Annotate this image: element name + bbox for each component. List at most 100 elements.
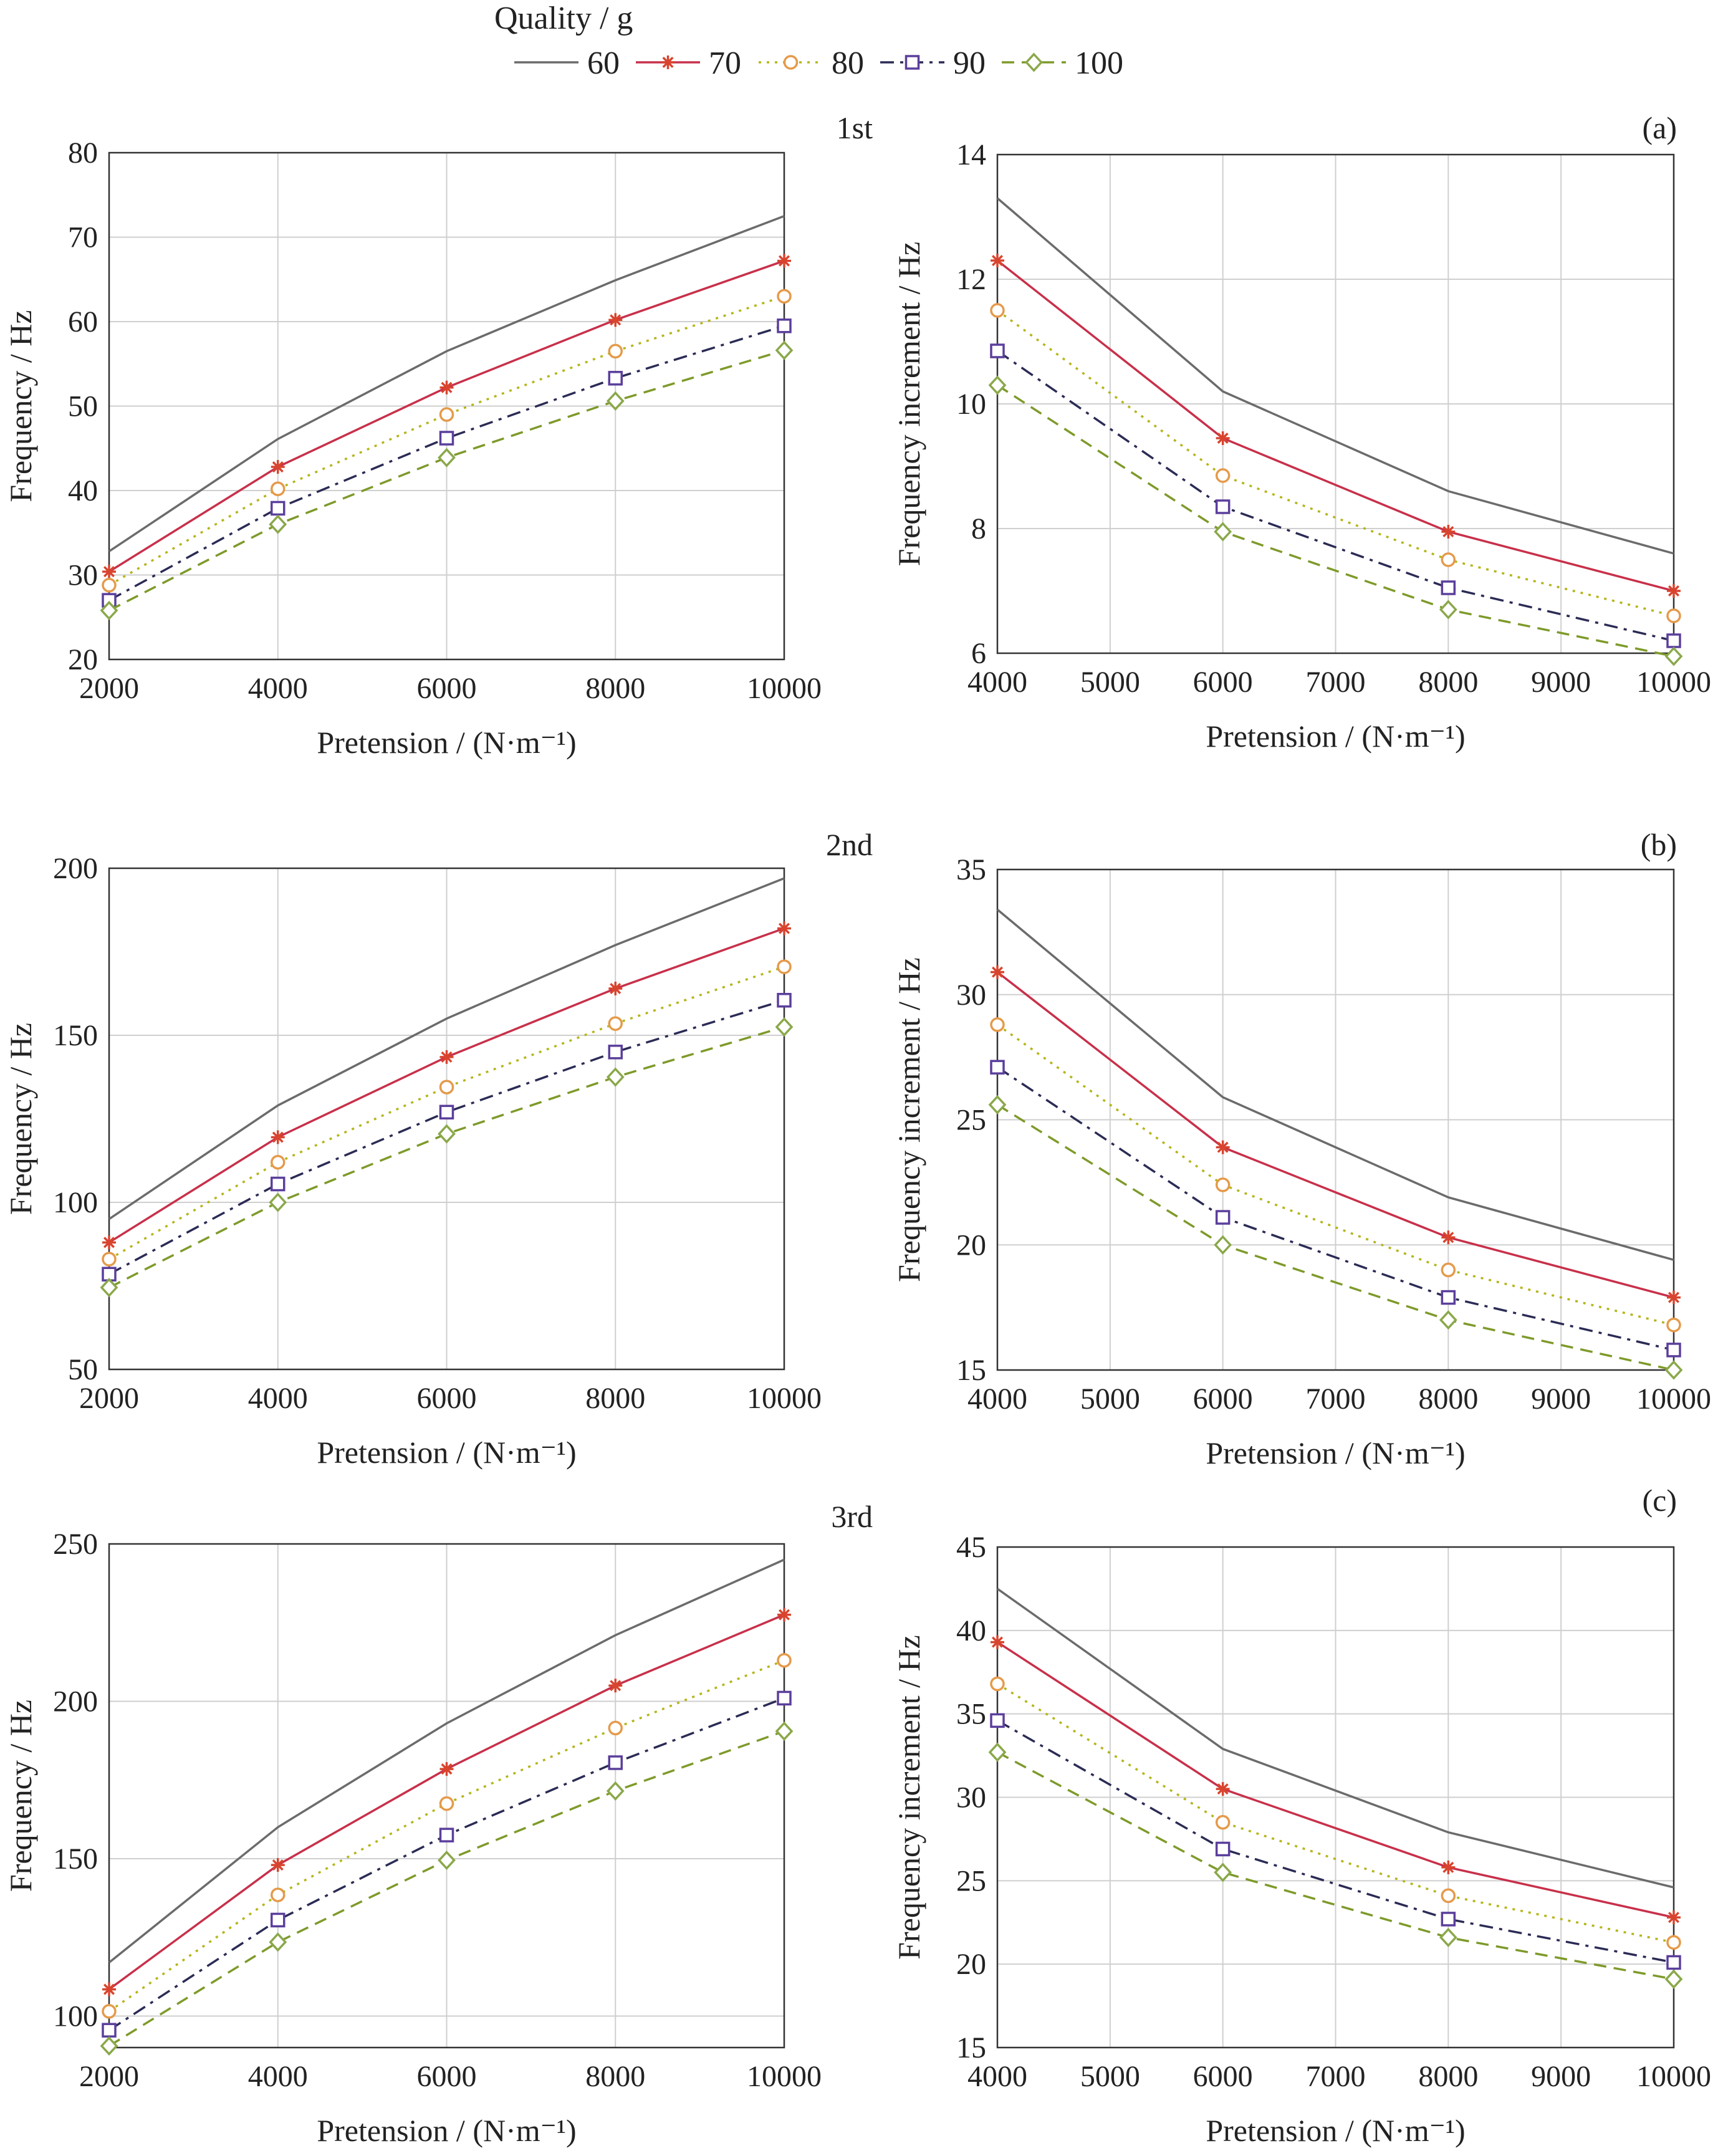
data-point-90 — [1215, 1210, 1231, 1225]
x-tick-label: 4000 — [967, 2060, 1027, 2093]
chart-panel-6: 4000 5000 6000 7000 8000 9000 10000 15 20 25 30 35 4… — [891, 1531, 1711, 2148]
data-point-90 — [271, 1176, 286, 1192]
data-point-100 — [775, 1721, 794, 1742]
series-100 — [988, 1742, 1683, 1989]
data-point-90 — [777, 1690, 792, 1706]
data-point-90 — [1666, 1955, 1681, 1970]
series-80 — [990, 1676, 1681, 1950]
x-tick-label: 8000 — [585, 2060, 645, 2093]
data-point-90 — [990, 1060, 1005, 1075]
panel-label: 1st — [837, 110, 873, 145]
data-point-90 — [990, 343, 1005, 358]
series-line-70 — [996, 971, 1674, 1299]
x-axis-label: Pretension / (N·m⁻¹) — [1206, 2113, 1465, 2148]
x-axis-label: Pretension / (N·m⁻¹) — [317, 1435, 576, 1470]
data-point-90 — [102, 2023, 117, 2038]
data-point-90 — [1666, 1343, 1681, 1358]
x-tick-label: 7000 — [1306, 1382, 1366, 1416]
series-80 — [990, 303, 1681, 623]
data-point-70 — [441, 381, 453, 393]
y-tick-label: 100 — [53, 1186, 98, 1219]
series-line-80 — [997, 1682, 1674, 1944]
series-60 — [996, 197, 1674, 555]
y-tick-label: 6 — [971, 637, 986, 670]
data-point-70 — [778, 255, 790, 267]
series-line-60 — [996, 1588, 1674, 1889]
series-line-90 — [997, 1719, 1674, 1964]
plot-frame — [108, 867, 785, 1371]
x-tick-label: 4000 — [248, 1382, 308, 1415]
x-tick-label: 6000 — [1193, 2060, 1253, 2093]
series-70 — [991, 1635, 1681, 1925]
x-tick-label: 2000 — [79, 672, 139, 705]
x-tick-label: 10000 — [1636, 666, 1711, 699]
y-tick-label: 200 — [53, 1685, 98, 1718]
legend-title: Quality / g — [494, 1, 633, 36]
y-axis-label: Frequency / Hz — [3, 1023, 38, 1215]
data-point-80 — [608, 1016, 623, 1031]
x-tick-label: 6000 — [417, 2060, 477, 2093]
x-tick-label: 8000 — [1418, 1382, 1478, 1416]
series-60 — [108, 214, 785, 553]
legend-marker — [662, 56, 674, 69]
y-tick-label: 40 — [68, 474, 98, 507]
data-point-100 — [606, 1781, 625, 1801]
series-90 — [102, 319, 792, 608]
series-70 — [991, 254, 1681, 598]
legend-marker — [1025, 52, 1043, 72]
x-axis-label: Pretension / (N·m⁻¹) — [1206, 1435, 1465, 1470]
data-point-80 — [1441, 1262, 1456, 1278]
y-tick-label: 12 — [956, 263, 986, 296]
data-point-90 — [990, 1713, 1005, 1728]
data-point-100 — [100, 2036, 118, 2056]
y-tick-label: 40 — [956, 1614, 986, 1647]
y-axis-label: Frequency increment / Hz — [891, 1635, 926, 1960]
x-tick-label: 5000 — [1080, 666, 1140, 699]
plot-frame — [108, 151, 785, 661]
data-point-80 — [608, 343, 623, 359]
x-tick-label: 8000 — [585, 672, 645, 705]
data-point-100 — [1214, 522, 1232, 542]
series-80 — [102, 959, 792, 1267]
data-point-90 — [608, 371, 623, 386]
data-point-80 — [271, 1887, 286, 1902]
data-point-100 — [100, 600, 118, 620]
x-tick-label: 10000 — [1636, 2060, 1711, 2093]
series-60 — [996, 1588, 1674, 1889]
series-60 — [108, 1558, 785, 1964]
data-point-90 — [271, 501, 286, 516]
data-point-70 — [610, 982, 621, 994]
series-80 — [990, 1017, 1681, 1333]
data-point-100 — [1439, 1927, 1457, 1947]
series-90 — [102, 1690, 792, 2038]
data-point-80 — [439, 1080, 454, 1095]
x-tick-label: 2000 — [79, 1382, 139, 1415]
x-tick-label: 6000 — [417, 1382, 477, 1415]
legend-entry-90: 90 — [880, 46, 986, 81]
data-point-100 — [988, 1095, 1007, 1114]
data-point-100 — [1664, 1969, 1683, 1989]
data-point-70 — [991, 254, 1004, 267]
series-100 — [988, 375, 1683, 666]
y-tick-label: 20 — [956, 1948, 986, 1981]
legend-entry-70: 70 — [636, 46, 741, 81]
y-axis-label: Frequency increment / Hz — [891, 242, 926, 567]
data-point-100 — [1439, 600, 1457, 620]
series-80 — [102, 289, 792, 593]
data-point-80 — [777, 1653, 792, 1668]
data-point-70 — [1668, 1291, 1680, 1303]
x-tick-label: 6000 — [1193, 666, 1253, 699]
y-tick-label: 50 — [68, 1353, 98, 1386]
data-point-70 — [441, 1763, 453, 1775]
data-point-90 — [439, 1828, 454, 1842]
legend-label: 80 — [832, 46, 864, 81]
chart-panel-1: 2000 4000 6000 8000 10000 20 30 40 50 60 70 80 Prete… — [3, 110, 873, 760]
legend-entry-80: 80 — [759, 46, 864, 81]
x-tick-label: 10000 — [747, 672, 822, 705]
data-point-80 — [608, 1720, 623, 1736]
data-point-100 — [606, 1067, 625, 1087]
y-tick-label: 250 — [53, 1528, 98, 1561]
data-point-90 — [777, 992, 792, 1008]
data-point-100 — [438, 1124, 456, 1144]
